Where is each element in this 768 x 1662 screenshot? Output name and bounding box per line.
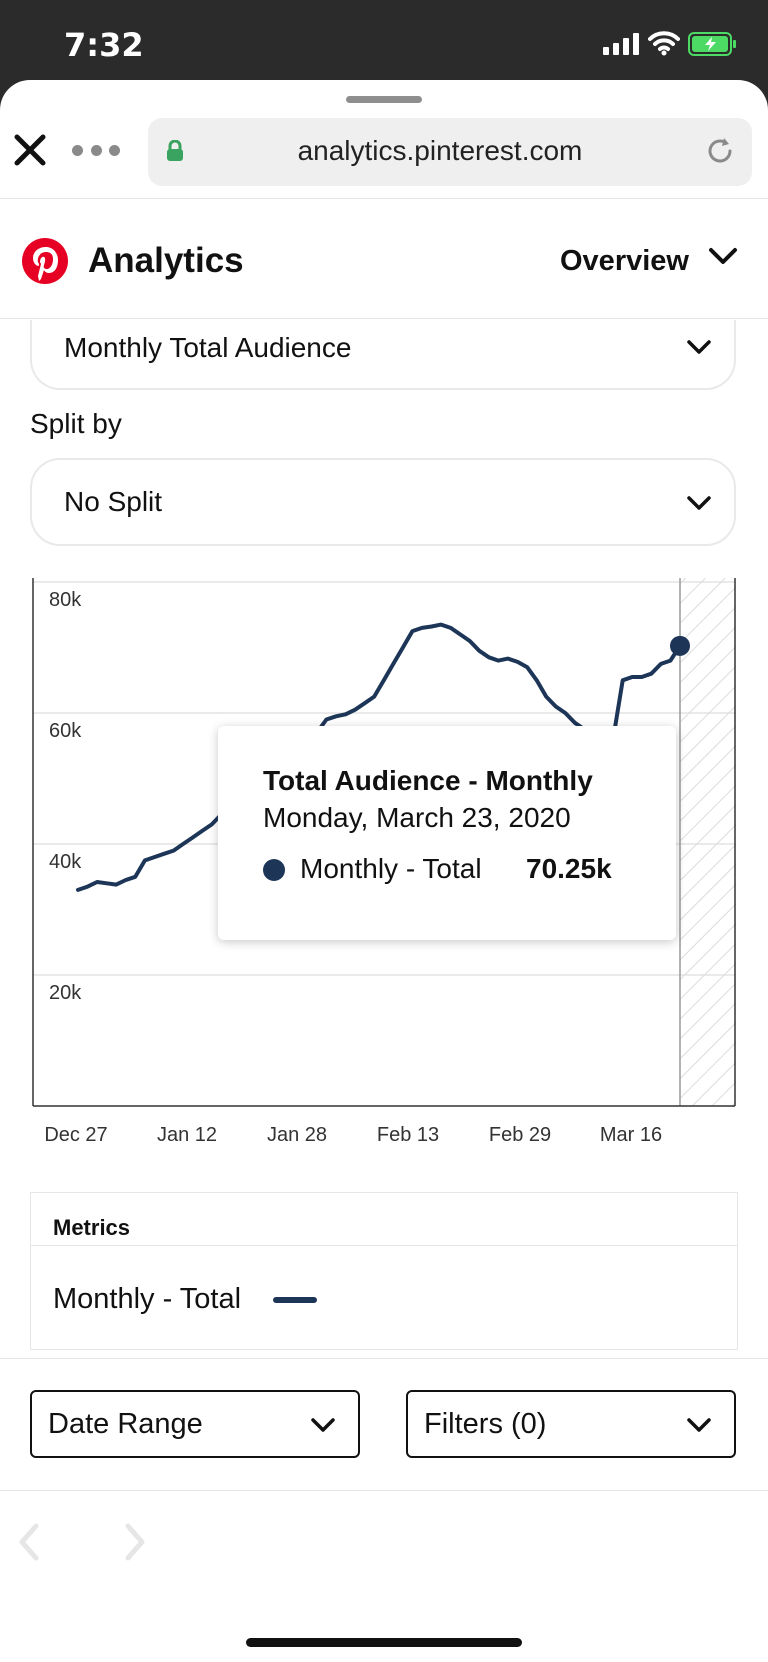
lock-icon: [167, 140, 183, 161]
filters-button[interactable]: Filters (0): [406, 1390, 736, 1458]
y-tick-label: 60k: [49, 720, 82, 742]
close-icon[interactable]: [12, 132, 48, 168]
split-select-value: No Split: [64, 486, 163, 517]
x-tick-label: Feb 13: [377, 1124, 439, 1146]
pinterest-logo-icon: [22, 238, 68, 284]
metrics-legend: Metrics Monthly - Total: [30, 1192, 738, 1350]
metric-select[interactable]: Monthly Total Audience: [30, 320, 736, 390]
url-text[interactable]: analytics.pinterest.com: [297, 135, 583, 166]
filters-label: Filters (0): [424, 1408, 547, 1440]
header-divider: [0, 318, 768, 319]
tooltip-title: Total Audience - Monthly: [263, 765, 593, 796]
home-indicator[interactable]: [246, 1638, 522, 1647]
url-bar[interactable]: [148, 118, 752, 186]
overview-dropdown[interactable]: Overview: [560, 245, 689, 277]
status-bar: [0, 0, 768, 90]
metric-select-value: Monthly Total Audience: [64, 332, 352, 363]
x-tick-label: Dec 27: [44, 1124, 107, 1146]
y-tick-label: 40k: [49, 851, 82, 873]
metrics-title: Metrics: [53, 1215, 131, 1240]
tooltip-series-dot: [263, 859, 285, 881]
metric-legend-swatch: [273, 1297, 317, 1303]
chevron-down-icon: [687, 496, 711, 510]
highlight-data-point[interactable]: [670, 635, 690, 656]
chevron-down-icon: [687, 340, 711, 354]
wifi-icon: [648, 31, 680, 56]
x-tick-label: Jan 28: [267, 1124, 327, 1146]
future-period-hatch: [680, 578, 736, 1106]
y-tick-label: 80k: [49, 589, 82, 611]
chevron-down-icon: [311, 1418, 335, 1432]
split-select[interactable]: No Split: [30, 458, 736, 546]
metric-legend-label[interactable]: Monthly - Total: [53, 1283, 242, 1315]
chevron-down-icon[interactable]: [708, 246, 738, 266]
forward-arrow-icon[interactable]: [120, 1522, 150, 1562]
divider: [31, 1245, 737, 1246]
y-tick-label: 20k: [49, 982, 82, 1004]
divider: [0, 1490, 768, 1491]
tooltip-date: Monday, March 23, 2020: [263, 802, 571, 833]
chevron-down-icon: [687, 1418, 711, 1432]
back-arrow-icon[interactable]: [14, 1522, 44, 1562]
chart-tooltip: Total Audience - Monthly Monday, March 2…: [218, 726, 676, 940]
divider: [0, 198, 768, 199]
split-by-label: Split by: [30, 408, 122, 439]
page-title: Analytics: [88, 241, 244, 280]
x-tick-label: Jan 12: [157, 1124, 217, 1146]
date-range-label: Date Range: [48, 1408, 203, 1440]
controls-divider: [0, 1358, 768, 1359]
reload-icon[interactable]: [705, 136, 735, 166]
status-time: 7:32: [64, 26, 144, 64]
audience-line-chart: 80k 60k 40k 20k Dec 27 Jan 12 Jan 28 Feb 13 Feb …: [32, 578, 736, 1146]
date-range-button[interactable]: Date Range: [30, 1390, 360, 1458]
x-tick-label: Mar 16: [600, 1124, 662, 1146]
x-tick-label: Feb 29: [489, 1124, 551, 1146]
tooltip-value: 70.25k: [526, 853, 612, 884]
signal-icon: [603, 33, 639, 55]
more-options-icon[interactable]: [72, 137, 120, 163]
battery-icon: [688, 32, 736, 56]
sheet-grabber[interactable]: [346, 96, 422, 103]
tooltip-series-name: Monthly - Total: [300, 853, 482, 884]
